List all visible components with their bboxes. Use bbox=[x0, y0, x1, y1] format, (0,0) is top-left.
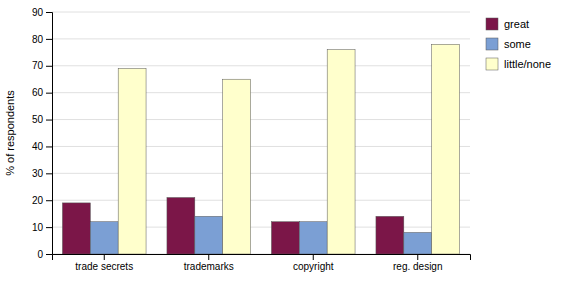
legend-label: great bbox=[504, 18, 529, 30]
y-tick-mark bbox=[46, 200, 52, 201]
y-axis-title: % of respondents bbox=[4, 90, 16, 176]
y-tick-label: 10 bbox=[32, 222, 44, 233]
x-tick: copyright bbox=[293, 254, 334, 272]
grid-line bbox=[52, 38, 470, 39]
bar bbox=[299, 222, 327, 254]
x-tick: trademarks bbox=[184, 254, 234, 272]
y-tick: 70 bbox=[32, 60, 52, 71]
x-tick-mark bbox=[208, 254, 209, 260]
bar bbox=[327, 50, 355, 254]
legend-swatch bbox=[486, 58, 498, 70]
legend-label: some bbox=[504, 38, 531, 50]
y-tick-label: 60 bbox=[32, 87, 44, 98]
y-tick: 60 bbox=[32, 87, 52, 98]
grid-line bbox=[52, 119, 470, 120]
legend-label: little/none bbox=[504, 58, 551, 70]
bar bbox=[167, 198, 195, 254]
y-tick-mark bbox=[46, 66, 52, 67]
y-tick: 50 bbox=[32, 114, 52, 125]
legend: great some little/none bbox=[486, 18, 551, 70]
grid bbox=[52, 12, 470, 254]
y-tick: 30 bbox=[32, 168, 52, 179]
x-tick-label: copyright bbox=[293, 261, 334, 272]
grid-line bbox=[52, 146, 470, 147]
y-tick-mark bbox=[46, 173, 52, 174]
y-tick-label: 70 bbox=[32, 60, 44, 71]
grid-line bbox=[52, 200, 470, 201]
grid-line bbox=[52, 65, 470, 66]
y-tick-label: 40 bbox=[32, 141, 44, 152]
bar bbox=[195, 216, 223, 254]
x-tick-label: trade secrets bbox=[75, 261, 133, 272]
y-axis: 0 10 20 30 40 50 60 70 80 90 bbox=[32, 7, 53, 260]
x-tick: trade secrets bbox=[75, 254, 133, 272]
legend-swatch bbox=[486, 18, 498, 30]
y-tick-mark bbox=[46, 39, 52, 40]
y-tick: 0 bbox=[37, 249, 52, 260]
bar bbox=[118, 68, 146, 254]
bar bbox=[90, 222, 118, 254]
legend-item: some bbox=[486, 38, 531, 50]
x-axis: trade secrets trademarks copyright reg. des… bbox=[53, 254, 471, 272]
y-tick-mark bbox=[46, 254, 52, 255]
legend-swatch bbox=[486, 38, 498, 50]
y-tick-mark bbox=[46, 93, 52, 94]
y-axis-line bbox=[46, 13, 53, 255]
y-tick-mark bbox=[46, 12, 52, 13]
y-tick-label: 50 bbox=[32, 114, 44, 125]
grid-line bbox=[52, 173, 470, 174]
y-tick-mark bbox=[46, 120, 52, 121]
bar bbox=[404, 232, 432, 254]
y-tick-label: 20 bbox=[32, 195, 44, 206]
y-tick: 20 bbox=[32, 195, 52, 206]
legend-item: little/none bbox=[486, 58, 551, 70]
y-tick-label: 30 bbox=[32, 168, 44, 179]
grid-line bbox=[52, 92, 470, 93]
y-tick: 80 bbox=[32, 34, 52, 45]
legend-item: great bbox=[486, 18, 529, 30]
x-tick: reg. design bbox=[393, 254, 442, 272]
y-tick: 90 bbox=[32, 7, 52, 18]
chart: trade secrets trademarks copyright reg. des… bbox=[0, 0, 588, 282]
y-tick-label: 0 bbox=[37, 249, 43, 260]
x-tick-label: reg. design bbox=[393, 261, 442, 272]
bar bbox=[62, 203, 90, 254]
bar bbox=[432, 44, 460, 254]
bar bbox=[271, 222, 299, 254]
grid-line bbox=[52, 12, 470, 13]
y-tick-label: 90 bbox=[32, 7, 44, 18]
bars bbox=[62, 44, 459, 254]
y-tick: 40 bbox=[32, 141, 52, 152]
x-tick-label: trademarks bbox=[184, 261, 234, 272]
y-tick-mark bbox=[46, 227, 52, 228]
bar bbox=[223, 79, 251, 254]
y-tick: 10 bbox=[32, 222, 52, 233]
chart-container: trade secrets trademarks copyright reg. des… bbox=[0, 0, 588, 282]
x-axis-line bbox=[53, 255, 471, 261]
x-tick-mark bbox=[417, 254, 418, 260]
y-tick-mark bbox=[46, 146, 52, 147]
y-tick-label: 80 bbox=[32, 34, 44, 45]
x-tick-mark bbox=[313, 254, 314, 260]
plot: trade secrets trademarks copyright reg. des… bbox=[32, 7, 471, 272]
bar-series bbox=[118, 44, 459, 254]
x-tick-mark bbox=[104, 254, 105, 260]
bar bbox=[376, 216, 404, 254]
